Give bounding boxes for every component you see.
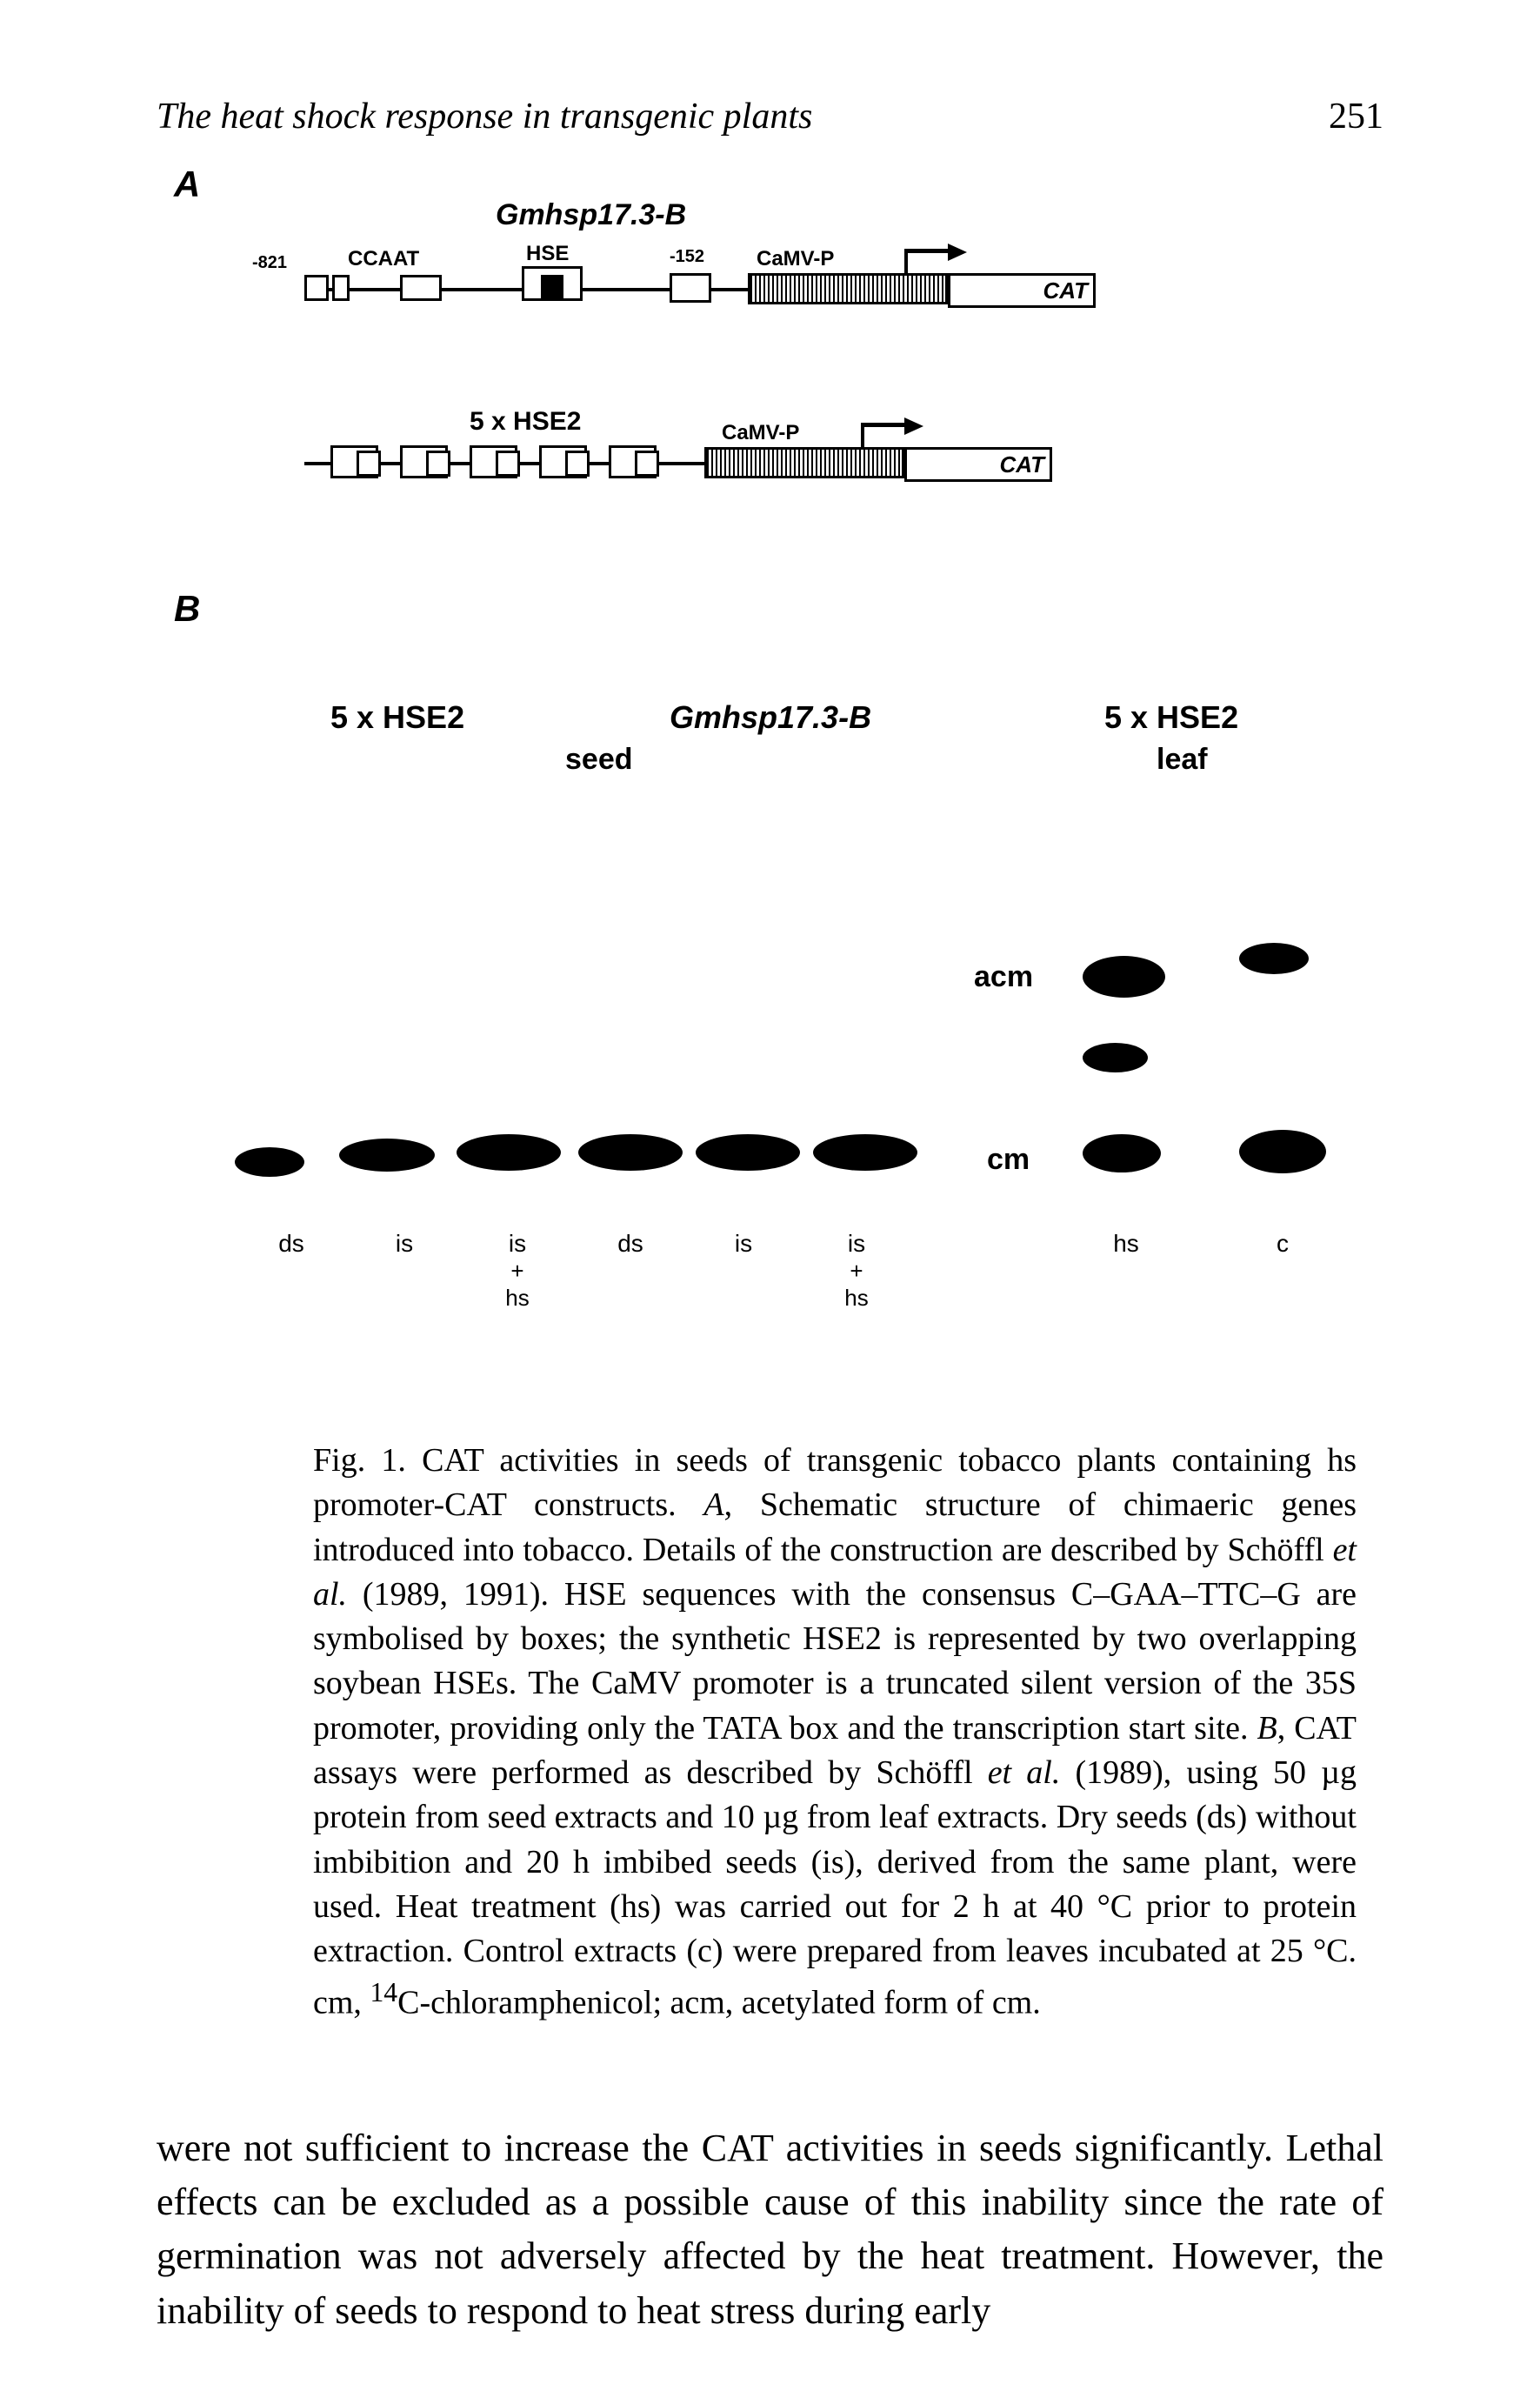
figure-1: A Gmhsp17.3-B -821 CCAAT HSE -152 CaMV-P… [174,164,1383,1413]
gel-spot [1083,1134,1161,1172]
row-label: cm [987,1143,1030,1177]
caption-fig-num: Fig. 1. [313,1442,406,1479]
promoter-box [635,451,659,477]
body-text: were not sufficient to increase the CAT … [157,2121,1383,2339]
promoter-box [426,451,450,477]
lane-label: ds [261,1230,322,1258]
construct-gmhsp: Gmhsp17.3-B -821 CCAAT HSE -152 CaMV-P C… [296,205,1383,327]
page-header: The heat shock response in transgenic pl… [157,96,1383,137]
promoter-box [332,275,350,301]
promoter-box [400,275,442,301]
column-header: Gmhsp17.3-B [670,699,871,736]
cat-box: CAT [948,273,1096,308]
row-label: acm [974,960,1033,994]
lane-label: is [374,1230,435,1258]
gel-spot [578,1134,683,1171]
caption-t3: (1989, 1991). HSE sequences with the con… [313,1576,1357,1747]
gel-spot [1083,1043,1148,1072]
construct2-title: 5 x HSE2 [470,407,581,437]
caption-c14: 14 [370,1977,397,2007]
gel-spot [457,1134,561,1171]
lane-label: is+hs [487,1230,548,1312]
caption-A: A [703,1486,723,1523]
column-subheader: leaf [1157,743,1208,777]
gel-spot [339,1139,435,1172]
promoter-box [496,451,520,477]
promoter-box [704,447,904,478]
column-header: 5 x HSE2 [1104,699,1238,736]
page-number: 251 [1329,96,1383,137]
gel-spot [1239,1130,1326,1173]
caption-t5: (1989), using 50 µg protein from seed ex… [313,1754,1357,2021]
pos-left: -821 [252,253,287,273]
pos-right: -152 [670,247,704,267]
camv-label-1: CaMV-P [757,247,834,271]
lane-label: is [713,1230,774,1258]
panel-b-label: B [174,588,1383,630]
cat-box: CAT [904,447,1052,482]
lane-label: is+hs [826,1230,887,1312]
promoter-box [748,273,948,304]
promoter-box [304,275,329,301]
panel-b-gel: 5 x HSE2 Gmhsp17.3-B 5 x HSE2 seed leaf acm cm… [209,699,1383,1413]
construct-5xhse2: 5 x HSE2 CaMV-P CAT [296,379,1383,501]
construct1-title: Gmhsp17.3-B [496,198,686,232]
arrow-head-icon [948,244,967,261]
gel-spot [1239,943,1309,974]
promoter-box [357,451,381,477]
arrow-head-icon [904,417,923,435]
gel-spot [235,1147,304,1177]
column-subheader: seed [565,743,633,777]
promoter-box [670,273,711,303]
camv-label-2: CaMV-P [722,421,799,445]
figure-caption: Fig. 1. CAT activities in seeds of trans… [313,1439,1357,2026]
lane-label: ds [600,1230,661,1258]
column-header: 5 x HSE2 [330,699,464,736]
ccaat-label: CCAAT [348,247,419,271]
caption-etal2: et al. [988,1754,1061,1791]
gel-spot [813,1134,917,1171]
gel-spot [1083,956,1165,998]
panel-a-label: A [174,164,1383,205]
caption-B: B [1257,1710,1277,1747]
gel-spot [696,1134,800,1171]
promoter-box [541,275,563,301]
lane-label: hs [1096,1230,1157,1258]
promoter-box [565,451,590,477]
arrow-stem-h [861,423,904,427]
caption-t6: C-chloramphenicol; acm, acetylated form … [397,1984,1041,2021]
lane-label: c [1252,1230,1313,1258]
arrow-stem-h [904,249,948,253]
running-head: The heat shock response in transgenic pl… [157,96,812,137]
hse-label: HSE [526,242,569,266]
